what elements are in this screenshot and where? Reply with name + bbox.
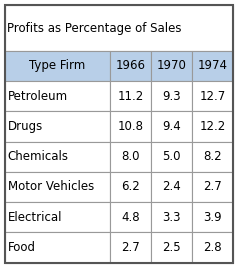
Bar <box>5 51 110 81</box>
Bar <box>151 111 192 142</box>
Bar <box>192 202 233 232</box>
Bar <box>110 111 151 142</box>
Text: 3.3: 3.3 <box>162 211 181 224</box>
Bar <box>192 81 233 111</box>
Text: 11.2: 11.2 <box>117 90 144 103</box>
Bar <box>192 232 233 263</box>
Text: 2.7: 2.7 <box>121 241 140 254</box>
Text: Food: Food <box>8 241 36 254</box>
Text: Type Firm: Type Firm <box>29 59 85 72</box>
Text: 4.8: 4.8 <box>121 211 140 224</box>
Text: Chemicals: Chemicals <box>8 150 69 163</box>
Bar <box>192 172 233 202</box>
Text: 2.8: 2.8 <box>203 241 222 254</box>
Bar <box>151 172 192 202</box>
Bar <box>110 202 151 232</box>
Text: Petroleum: Petroleum <box>8 90 68 103</box>
Bar <box>5 232 110 263</box>
Bar <box>192 142 233 172</box>
Text: Drugs: Drugs <box>8 120 43 133</box>
Text: 2.5: 2.5 <box>162 241 181 254</box>
Bar <box>151 81 192 111</box>
Bar <box>5 142 110 172</box>
Text: Electrical: Electrical <box>8 211 62 224</box>
Bar <box>5 202 110 232</box>
Bar <box>110 142 151 172</box>
Text: 3.9: 3.9 <box>203 211 222 224</box>
Bar <box>110 172 151 202</box>
Bar <box>110 81 151 111</box>
Text: 10.8: 10.8 <box>117 120 144 133</box>
Text: Profits as Percentage of Sales: Profits as Percentage of Sales <box>7 21 182 35</box>
Bar <box>5 172 110 202</box>
Text: 12.7: 12.7 <box>199 90 226 103</box>
Text: 1974: 1974 <box>198 59 228 72</box>
Text: Motor Vehicles: Motor Vehicles <box>8 180 94 193</box>
Text: 2.4: 2.4 <box>162 180 181 193</box>
Bar <box>110 232 151 263</box>
Bar <box>151 202 192 232</box>
Bar <box>192 51 233 81</box>
Text: 8.0: 8.0 <box>121 150 140 163</box>
Bar <box>192 111 233 142</box>
Bar <box>151 142 192 172</box>
Text: 6.2: 6.2 <box>121 180 140 193</box>
Bar <box>151 51 192 81</box>
Text: 8.2: 8.2 <box>203 150 222 163</box>
Text: 5.0: 5.0 <box>162 150 181 163</box>
Bar <box>5 5 233 51</box>
Text: 9.4: 9.4 <box>162 120 181 133</box>
Text: 9.3: 9.3 <box>162 90 181 103</box>
Bar <box>110 51 151 81</box>
Text: 1966: 1966 <box>115 59 145 72</box>
Bar <box>151 232 192 263</box>
Bar <box>5 81 110 111</box>
Text: 12.2: 12.2 <box>199 120 226 133</box>
Text: 2.7: 2.7 <box>203 180 222 193</box>
Text: 1970: 1970 <box>157 59 187 72</box>
Bar <box>5 111 110 142</box>
